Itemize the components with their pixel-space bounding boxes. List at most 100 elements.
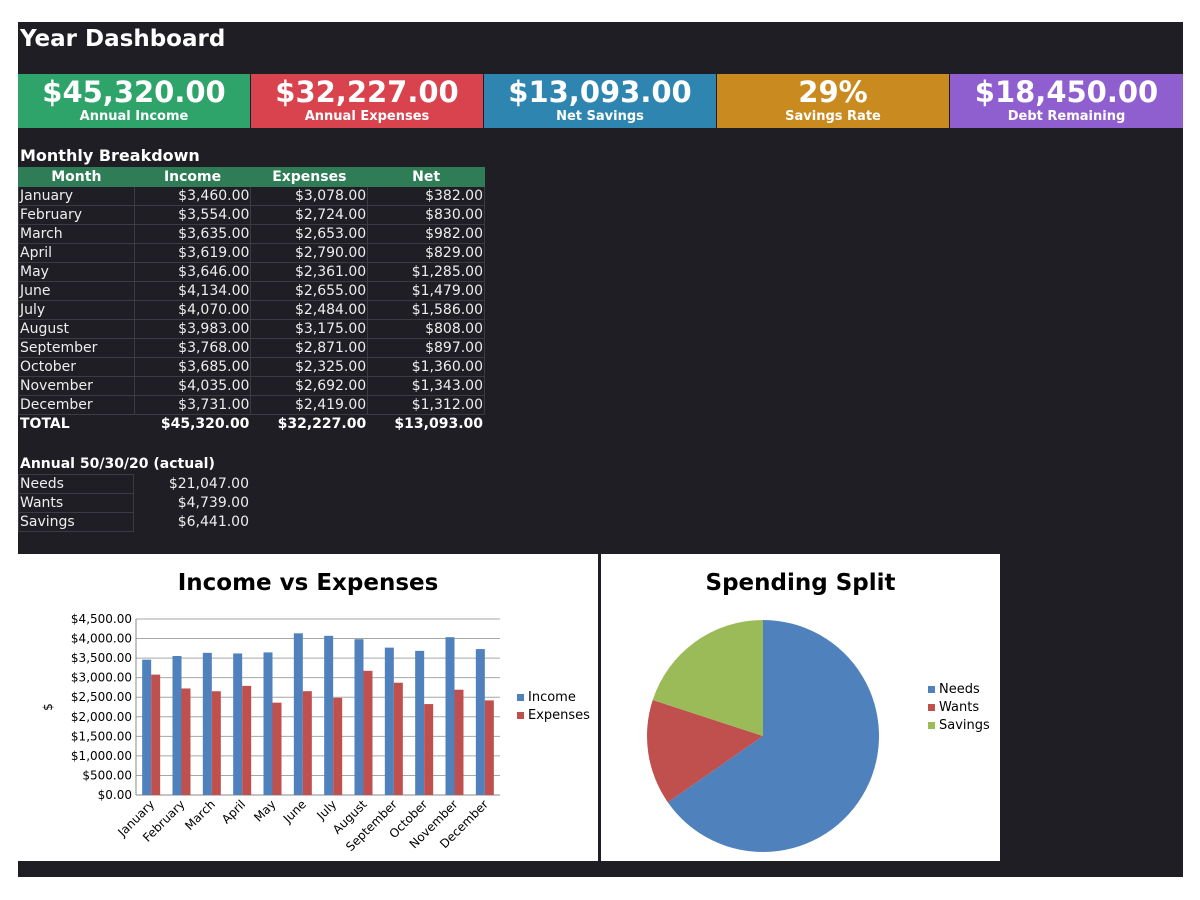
legend-label[interactable]: Expenses (528, 708, 590, 723)
pie-slice-wants[interactable] (647, 700, 763, 803)
value-cell[interactable]: $3,619.00 (133, 243, 252, 263)
value-cell[interactable]: $2,419.00 (250, 395, 369, 415)
month-cell[interactable]: August (18, 319, 135, 339)
bar-expenses[interactable] (424, 704, 434, 795)
bar-expenses[interactable] (484, 700, 494, 795)
value-cell[interactable]: $4,070.00 (133, 300, 252, 320)
value-cell[interactable]: $3,460.00 (133, 186, 252, 206)
month-cell[interactable]: February (18, 205, 135, 225)
month-cell[interactable]: June (18, 281, 135, 301)
value-cell[interactable]: $2,790.00 (250, 243, 369, 263)
bar-expenses[interactable] (454, 689, 464, 795)
column-header[interactable]: Month (18, 167, 135, 187)
value-cell[interactable]: $897.00 (367, 338, 485, 358)
bar-income[interactable] (172, 655, 182, 795)
value-cell[interactable]: $2,361.00 (250, 262, 369, 282)
kpi-annual-expenses[interactable]: $32,227.00 Annual Expenses (251, 74, 483, 128)
kpi-savings-rate[interactable]: 29% Savings Rate (717, 74, 949, 128)
bar-income[interactable] (202, 652, 212, 795)
value-cell[interactable]: $1,360.00 (367, 357, 485, 377)
month-cell[interactable]: January (18, 186, 135, 206)
split-value[interactable]: $21,047.00 (168, 476, 249, 492)
value-cell[interactable]: $1,312.00 (367, 395, 485, 415)
bar-expenses[interactable] (181, 688, 191, 795)
bar-expenses[interactable] (211, 691, 221, 795)
value-cell[interactable]: $2,692.00 (250, 376, 369, 396)
month-cell[interactable]: July (18, 300, 135, 320)
month-cell[interactable]: April (18, 243, 135, 263)
column-header[interactable]: Expenses (250, 167, 369, 187)
bar-income[interactable] (233, 653, 243, 795)
value-cell[interactable]: $2,724.00 (250, 205, 369, 225)
bar-expenses[interactable] (302, 691, 312, 795)
value-cell[interactable]: $808.00 (367, 319, 485, 339)
split-value[interactable]: $6,441.00 (177, 514, 249, 530)
value-cell[interactable]: $3,768.00 (133, 338, 252, 358)
month-cell[interactable]: March (18, 224, 135, 244)
bar-income[interactable] (293, 633, 303, 795)
total-value[interactable]: $45,320.00 (160, 416, 250, 432)
bar-expenses[interactable] (242, 685, 252, 795)
legend-label[interactable]: Income (528, 690, 576, 705)
spending-split-chart[interactable]: Spending Split Needs Wants Savings (601, 554, 1000, 861)
value-cell[interactable]: $1,285.00 (367, 262, 485, 282)
value-cell[interactable]: $1,586.00 (367, 300, 485, 320)
month-cell[interactable]: December (18, 395, 135, 415)
legend-label[interactable]: Needs (939, 682, 980, 697)
value-cell[interactable]: $1,479.00 (367, 281, 485, 301)
value-cell[interactable]: $3,078.00 (250, 186, 369, 206)
value-cell[interactable]: $2,325.00 (250, 357, 369, 377)
value-cell[interactable]: $982.00 (367, 224, 485, 244)
total-value[interactable]: $13,093.00 (394, 416, 483, 432)
bar-income[interactable] (445, 637, 455, 795)
month-cell[interactable]: October (18, 357, 135, 377)
legend-label[interactable]: Wants (939, 700, 979, 715)
column-header[interactable]: Net (367, 167, 485, 187)
bar-income[interactable] (475, 649, 485, 795)
value-cell[interactable]: $4,134.00 (133, 281, 252, 301)
bar-expenses[interactable] (363, 670, 373, 795)
value-cell[interactable]: $1,343.00 (367, 376, 485, 396)
kpi-net-savings[interactable]: $13,093.00 Net Savings (484, 74, 716, 128)
month-cell[interactable]: November (18, 376, 135, 396)
kpi-annual-income[interactable]: $45,320.00 Annual Income (18, 74, 250, 128)
value-cell[interactable]: $3,646.00 (133, 262, 252, 282)
bar-income[interactable] (263, 652, 273, 795)
split-value[interactable]: $4,739.00 (177, 495, 249, 511)
total-label[interactable]: TOTAL (20, 416, 70, 432)
bar-expenses[interactable] (272, 702, 282, 795)
value-cell[interactable]: $830.00 (367, 205, 485, 225)
bar-income[interactable] (142, 659, 152, 795)
split-label[interactable]: Wants (17, 493, 135, 513)
pie-slice-needs[interactable] (667, 620, 879, 852)
bar-expenses[interactable] (333, 697, 343, 795)
column-header[interactable]: Income (133, 167, 252, 187)
value-cell[interactable]: $3,983.00 (133, 319, 252, 339)
value-cell[interactable]: $3,731.00 (133, 395, 252, 415)
value-cell[interactable]: $2,655.00 (250, 281, 369, 301)
bar-income[interactable] (384, 647, 394, 795)
bar-expenses[interactable] (393, 682, 403, 795)
value-cell[interactable]: $2,484.00 (250, 300, 369, 320)
bar-income[interactable] (354, 639, 364, 795)
bar-income[interactable] (415, 650, 425, 795)
value-cell[interactable]: $3,635.00 (133, 224, 252, 244)
bar-income[interactable] (324, 635, 334, 795)
legend-label[interactable]: Savings (939, 718, 990, 733)
kpi-debt-remaining[interactable]: $18,450.00 Debt Remaining (950, 74, 1183, 128)
value-cell[interactable]: $2,871.00 (250, 338, 369, 358)
value-cell[interactable]: $3,685.00 (133, 357, 252, 377)
pie-slice-savings[interactable] (652, 620, 763, 736)
month-cell[interactable]: September (18, 338, 135, 358)
income-expenses-chart[interactable]: Income vs Expenses $0.00 $500.00 $1,000.00… (18, 554, 598, 861)
month-cell[interactable]: May (18, 262, 135, 282)
bar-expenses[interactable] (151, 674, 161, 795)
split-label[interactable]: Needs (17, 474, 135, 494)
value-cell[interactable]: $3,554.00 (133, 205, 252, 225)
value-cell[interactable]: $4,035.00 (133, 376, 252, 396)
total-value[interactable]: $32,227.00 (277, 416, 367, 432)
value-cell[interactable]: $3,175.00 (250, 319, 369, 339)
value-cell[interactable]: $829.00 (367, 243, 485, 263)
value-cell[interactable]: $382.00 (367, 186, 485, 206)
split-label[interactable]: Savings (17, 512, 135, 532)
